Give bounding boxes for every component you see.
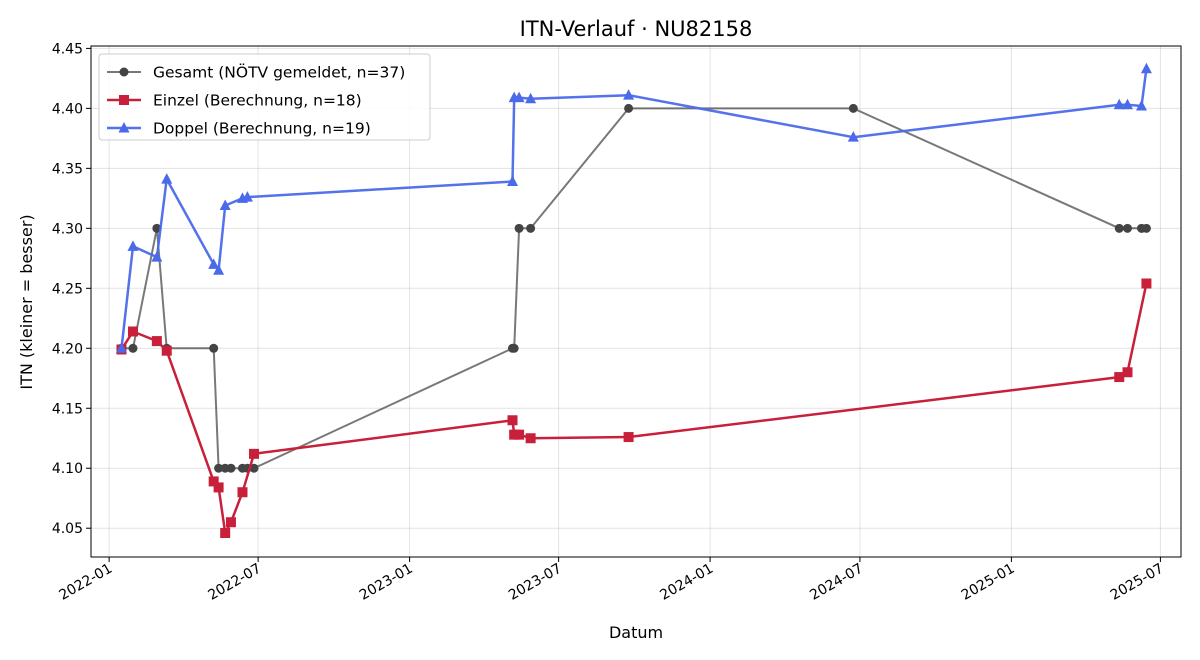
y-tick-label: 4.25 (52, 281, 83, 297)
data-point (161, 345, 172, 356)
data-point (1114, 372, 1125, 383)
series-square (116, 278, 1152, 539)
data-point (208, 258, 220, 269)
y-tick-label: 4.10 (52, 461, 83, 477)
x-tick-label: 2024-07 (807, 561, 866, 604)
data-point (526, 223, 536, 233)
data-point (226, 463, 236, 473)
data-point (151, 336, 162, 347)
data-point (213, 482, 224, 493)
data-point (1113, 98, 1125, 110)
data-point (127, 326, 138, 337)
legend-frame (98, 53, 431, 141)
series-layer (115, 62, 1152, 539)
x-tick-label: 2025-01 (959, 561, 1018, 604)
x-tick-label: 2025-07 (1108, 561, 1167, 604)
data-point (1141, 278, 1152, 289)
y-axis-label: ITN (kleiner = besser) (17, 214, 36, 389)
data-point (127, 240, 139, 251)
data-point (525, 92, 537, 104)
data-point (219, 199, 231, 211)
x-tick-label: 2023-01 (357, 561, 416, 604)
data-point (507, 175, 519, 187)
data-point (507, 415, 518, 426)
data-point (514, 429, 525, 440)
data-point (249, 448, 260, 459)
y-tick-label: 4.20 (52, 341, 83, 357)
x-tick-label: 2022-01 (56, 561, 115, 604)
legend-label: Doppel (Berechnung, n=19) (153, 120, 371, 138)
data-point (237, 487, 248, 498)
data-point (115, 342, 127, 353)
data-point (514, 223, 524, 233)
data-point (525, 433, 536, 444)
chart-title: ITN-Verlauf · NU82158 (520, 17, 753, 41)
legend-label: Gesamt (NÖTV gemeldet, n=37) (153, 63, 405, 82)
data-point (848, 103, 858, 113)
legend: Gesamt (NÖTV gemeldet, n=37) Einzel (Bere… (98, 53, 431, 141)
x-tick-label: 2024-01 (657, 561, 716, 604)
data-point (623, 432, 634, 443)
legend-label: Einzel (Berechnung, n=18) (153, 92, 362, 110)
y-tick-label: 4.45 (52, 41, 83, 57)
series-triangle (115, 62, 1152, 353)
data-point (509, 343, 519, 353)
legend-marker (119, 95, 129, 105)
data-point (161, 173, 173, 184)
data-point (1141, 223, 1151, 233)
data-point (847, 131, 859, 142)
data-point (1121, 98, 1133, 110)
y-tick-label: 4.15 (52, 401, 83, 417)
data-point (209, 343, 219, 353)
y-tick-label: 4.40 (52, 101, 83, 117)
data-point (213, 264, 225, 275)
legend-marker (118, 122, 130, 133)
y-tick-label: 4.05 (52, 521, 83, 537)
data-point (1122, 223, 1132, 233)
data-point (208, 476, 219, 487)
data-point (1140, 62, 1152, 74)
y-tick-label: 4.35 (52, 161, 83, 177)
x-axis-label: Datum (609, 623, 663, 642)
plot-frame (90, 45, 1182, 558)
y-tick-label: 4.30 (52, 221, 83, 237)
x-tick-label: 2022-07 (205, 561, 264, 604)
data-point (1135, 99, 1147, 111)
data-point (624, 103, 634, 113)
data-point (225, 517, 236, 528)
data-point (241, 191, 253, 202)
data-point (214, 463, 224, 473)
data-point (151, 251, 163, 262)
data-point (249, 463, 259, 473)
data-point (1114, 223, 1124, 233)
data-point (220, 528, 231, 539)
data-point (623, 89, 635, 100)
data-point (1122, 367, 1133, 378)
x-tick-label: 2023-07 (506, 561, 565, 604)
data-point (128, 343, 138, 353)
data-point (513, 91, 525, 103)
legend-marker (119, 67, 129, 77)
